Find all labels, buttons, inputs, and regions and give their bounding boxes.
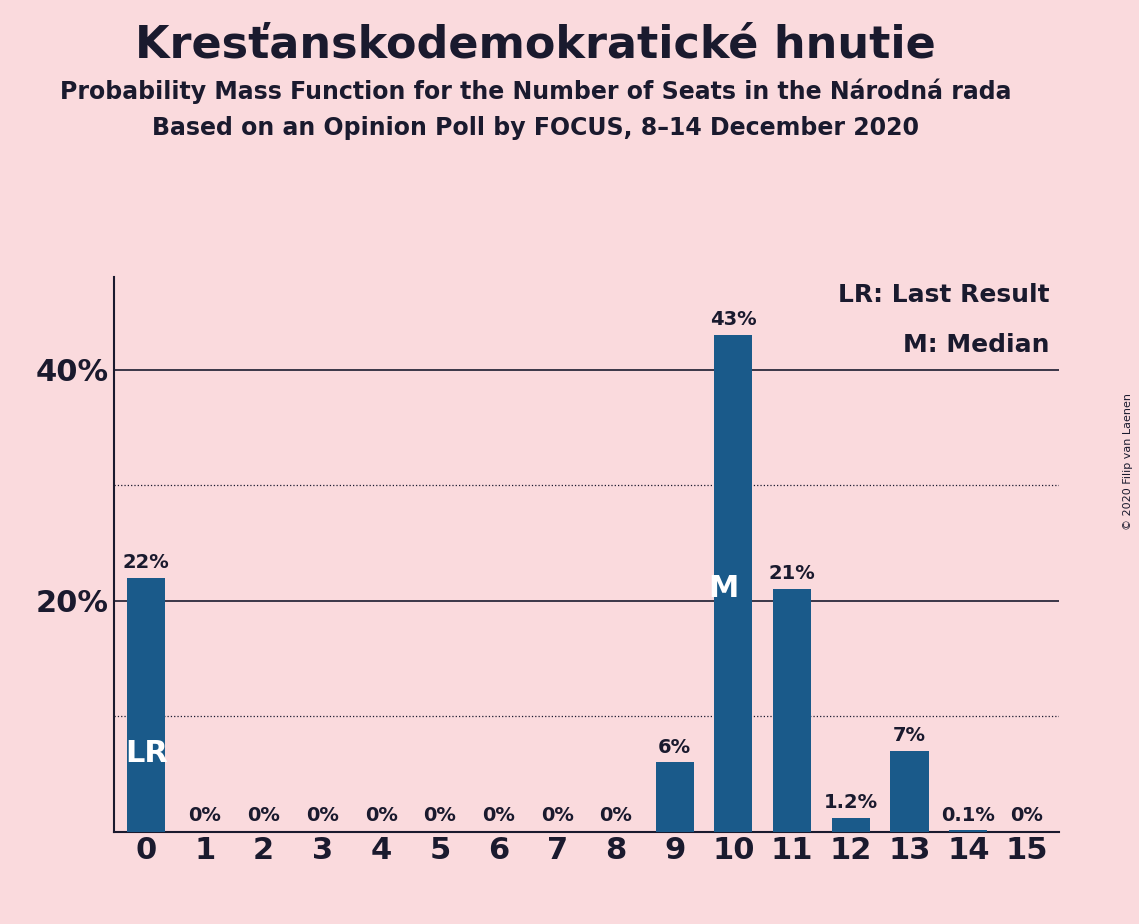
Text: 0%: 0% (599, 806, 632, 824)
Text: 0%: 0% (364, 806, 398, 824)
Text: 0.1%: 0.1% (941, 806, 995, 824)
Text: 21%: 21% (769, 565, 816, 583)
Text: Based on an Opinion Poll by FOCUS, 8–14 December 2020: Based on an Opinion Poll by FOCUS, 8–14 … (151, 116, 919, 140)
Text: Probability Mass Function for the Number of Seats in the Národná rada: Probability Mass Function for the Number… (59, 79, 1011, 104)
Text: 0%: 0% (1010, 806, 1043, 824)
Bar (949, 831, 988, 832)
Bar (831, 818, 870, 832)
Text: 0%: 0% (306, 806, 338, 824)
Bar (128, 578, 165, 832)
Bar (714, 335, 753, 832)
Text: 7%: 7% (893, 726, 926, 745)
Text: Kresťanskodemokratické hnutie: Kresťanskodemokratické hnutie (134, 23, 936, 67)
Text: LR: LR (125, 739, 167, 768)
Bar (891, 750, 928, 832)
Text: M: Median: M: Median (903, 333, 1050, 357)
Text: LR: Last Result: LR: Last Result (838, 283, 1050, 307)
Text: 0%: 0% (188, 806, 221, 824)
Text: 1.2%: 1.2% (823, 793, 878, 812)
Bar (656, 762, 694, 832)
Text: 0%: 0% (424, 806, 457, 824)
Text: 0%: 0% (541, 806, 574, 824)
Text: 0%: 0% (482, 806, 515, 824)
Bar (773, 590, 811, 832)
Text: 43%: 43% (710, 310, 756, 329)
Text: 22%: 22% (123, 553, 170, 572)
Text: 6%: 6% (658, 737, 691, 757)
Text: 0%: 0% (247, 806, 280, 824)
Text: M: M (708, 574, 739, 603)
Text: © 2020 Filip van Laenen: © 2020 Filip van Laenen (1123, 394, 1133, 530)
